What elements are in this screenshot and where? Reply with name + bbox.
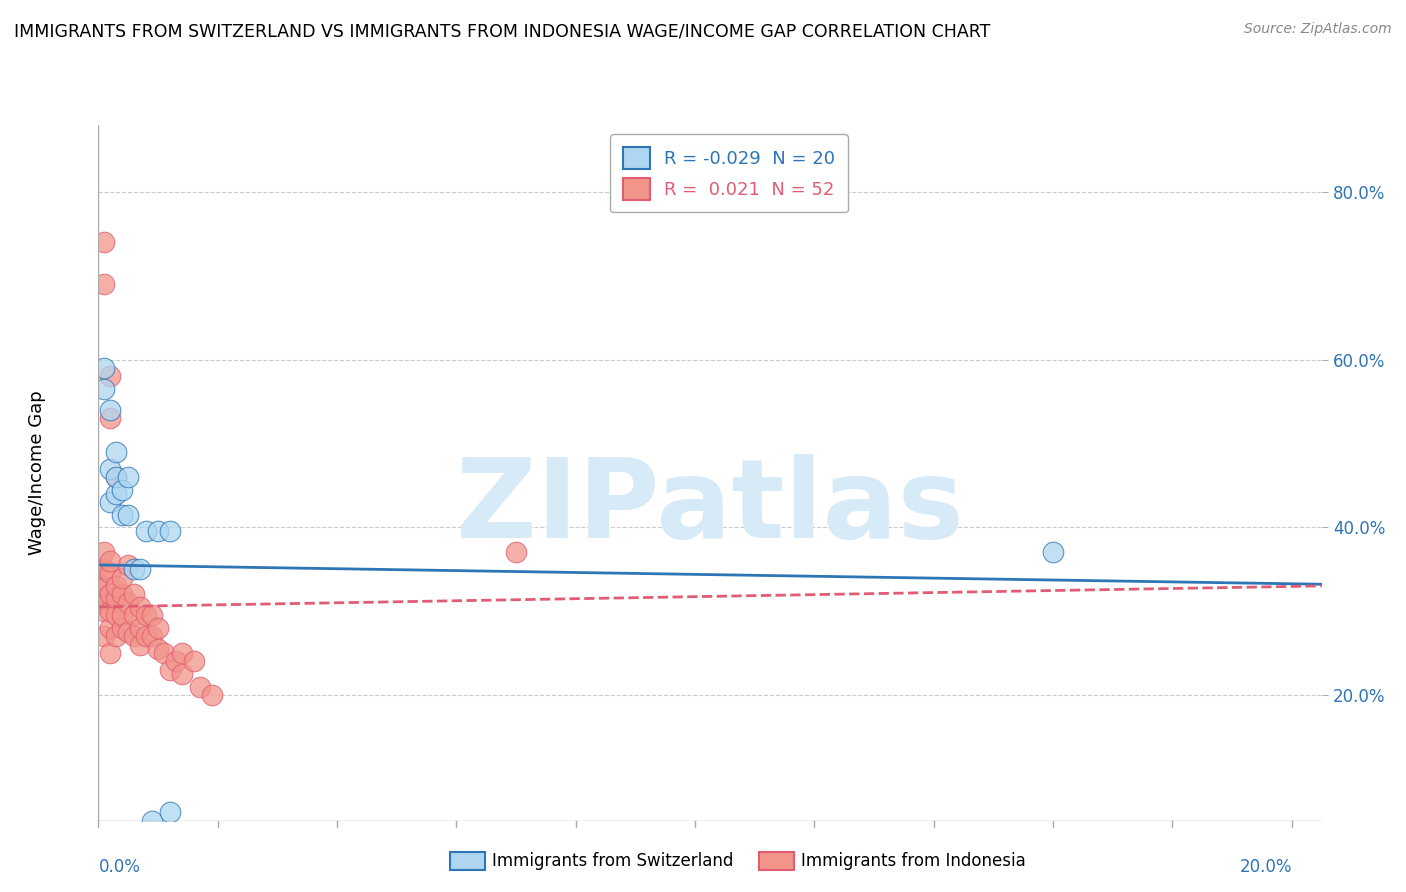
Text: Immigrants from Indonesia: Immigrants from Indonesia: [801, 852, 1026, 870]
Point: [122, 587, 145, 601]
Point: [122, 629, 145, 643]
Legend: R = -0.029  N = 20, R =  0.021  N = 52: R = -0.029 N = 20, R = 0.021 N = 52: [610, 134, 848, 212]
Point: [87, 596, 110, 610]
Point: [135, 629, 157, 643]
Text: Wage/Income Gap: Wage/Income Gap: [28, 391, 46, 555]
Point: [98, 646, 121, 660]
Point: [93, 545, 115, 559]
Point: [87, 562, 110, 576]
Point: [146, 621, 169, 635]
Point: [105, 486, 128, 500]
Point: [93, 235, 115, 250]
Point: [159, 805, 181, 820]
Point: [188, 680, 211, 694]
Point: [1042, 545, 1064, 559]
Point: [98, 495, 121, 509]
Point: [98, 621, 121, 635]
Point: [111, 608, 134, 623]
Point: [153, 646, 176, 660]
Point: [117, 508, 139, 522]
Point: [98, 554, 121, 568]
Point: [159, 524, 181, 539]
Point: [122, 608, 145, 623]
Point: [93, 604, 115, 618]
Point: [93, 579, 115, 593]
Point: [129, 599, 152, 614]
Point: [105, 629, 128, 643]
Point: [93, 361, 115, 376]
Point: [201, 688, 224, 702]
Point: [117, 470, 139, 484]
Text: 0.0%: 0.0%: [98, 858, 141, 876]
Point: [98, 411, 121, 425]
Point: [98, 604, 121, 618]
Point: [105, 591, 128, 606]
Point: [135, 608, 157, 623]
Point: [117, 625, 139, 640]
Point: [93, 591, 115, 606]
Point: [111, 508, 134, 522]
Text: ZIPatlas: ZIPatlas: [456, 454, 965, 561]
Point: [141, 814, 163, 828]
Point: [146, 524, 169, 539]
Point: [98, 461, 121, 475]
Point: [141, 629, 163, 643]
Point: [129, 562, 152, 576]
Point: [111, 483, 134, 497]
Point: [93, 629, 115, 643]
Point: [122, 562, 145, 576]
Point: [93, 562, 115, 576]
Point: [129, 638, 152, 652]
Point: [111, 621, 134, 635]
Point: [183, 654, 205, 668]
Point: [105, 579, 128, 593]
Point: [170, 646, 193, 660]
Text: IMMIGRANTS FROM SWITZERLAND VS IMMIGRANTS FROM INDONESIA WAGE/INCOME GAP CORRELA: IMMIGRANTS FROM SWITZERLAND VS IMMIGRANT…: [14, 22, 990, 40]
Point: [98, 403, 121, 417]
Point: [170, 667, 193, 681]
Point: [129, 621, 152, 635]
Point: [93, 382, 115, 396]
Point: [146, 641, 169, 656]
Point: [141, 608, 163, 623]
Point: [111, 587, 134, 601]
Point: [98, 566, 121, 581]
Point: [111, 570, 134, 584]
Text: 20.0%: 20.0%: [1239, 858, 1292, 876]
Point: [93, 277, 115, 292]
Point: [98, 369, 121, 384]
Point: [98, 587, 121, 601]
Point: [105, 470, 128, 484]
Point: [117, 596, 139, 610]
Point: [105, 608, 128, 623]
Point: [159, 663, 181, 677]
Text: Source: ZipAtlas.com: Source: ZipAtlas.com: [1244, 22, 1392, 37]
Point: [87, 579, 110, 593]
Point: [117, 558, 139, 572]
Point: [165, 654, 187, 668]
Point: [135, 524, 157, 539]
Text: Immigrants from Switzerland: Immigrants from Switzerland: [492, 852, 734, 870]
Point: [505, 545, 527, 559]
Point: [105, 470, 128, 484]
Point: [105, 445, 128, 459]
